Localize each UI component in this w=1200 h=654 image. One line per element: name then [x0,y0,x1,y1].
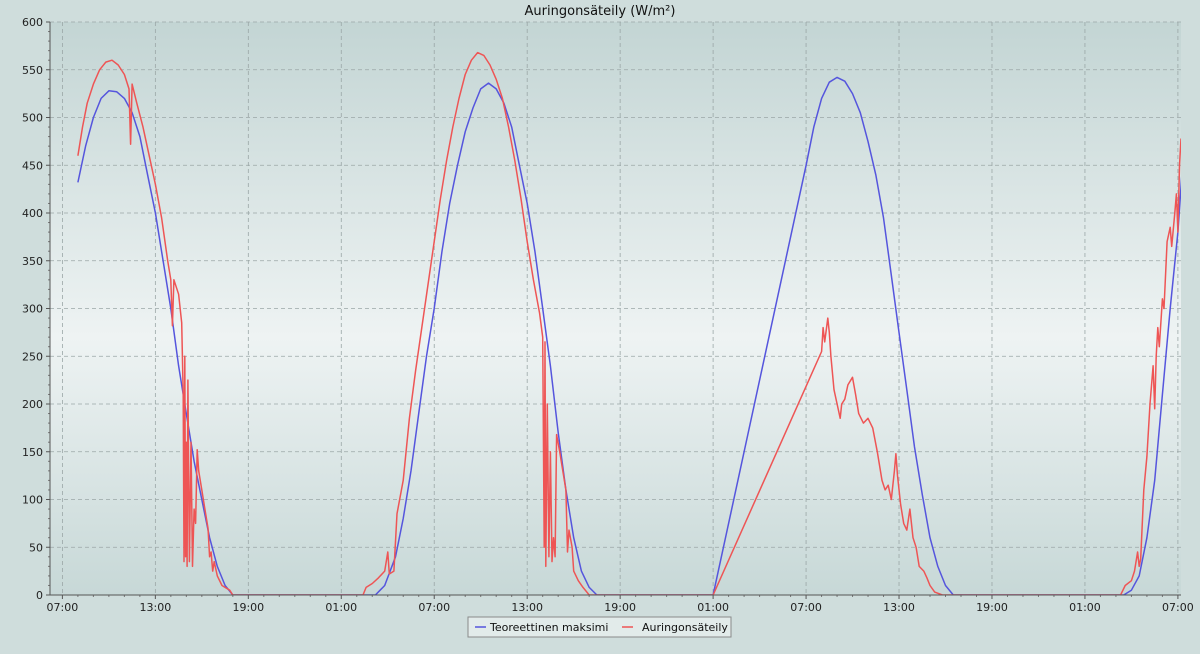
series-line-teoreettinen-maksimi [77,76,1181,595]
y-tick-label: 150 [22,446,43,459]
x-tick-label: 13:00 [883,601,915,614]
legend-label-teoreettinen-maksimi: Teoreettinen maksimi [489,621,608,634]
y-tick-label: 550 [22,64,43,77]
chart-title: Auringonsäteily (W/m²) [525,4,676,19]
x-tick-label: 01:00 [325,601,357,614]
x-tick-label: 01:00 [697,601,729,614]
y-tick-label: 0 [36,589,43,602]
x-tick-label: 07:00 [47,601,79,614]
x-tick-label: 13:00 [511,601,543,614]
x-axis: 07:00 13:00 19:00 01:00 07:00 13:00 19:00 01:00… [47,595,1194,614]
y-tick-label: 50 [29,541,43,554]
y-tick-label: 400 [22,207,43,220]
x-tick-label: 07:00 [418,601,450,614]
y-tick-label: 450 [22,159,43,172]
legend: Teoreettinen maksimi Auringonsäteily [467,616,732,638]
y-tick-label: 300 [22,303,43,316]
x-tick-label: 19:00 [604,601,636,614]
x-tick-label: 19:00 [976,601,1008,614]
y-tick-label: 250 [22,350,43,363]
plot-area [50,22,1181,595]
y-axis: 0 50 100 150 200 250 300 350 400 450 500 550 600 [22,16,50,602]
y-tick-label: 600 [22,16,43,29]
x-tick-label: 07:00 [790,601,822,614]
x-tick-label: 19:00 [232,601,264,614]
legend-box [467,616,732,638]
x-tick-label: 13:00 [140,601,172,614]
series-layer [77,51,1181,595]
y-tick-label: 500 [22,112,43,125]
y-tick-label: 100 [22,494,43,507]
x-tick-label: 07:00 [1162,601,1194,614]
x-tick-label: 01:00 [1069,601,1101,614]
grid [50,21,1181,595]
legend-label-auringonsateily: Auringonsäteily [642,621,728,634]
series-line-auringonsateily [77,51,1181,595]
y-tick-label: 350 [22,255,43,268]
y-tick-label: 200 [22,398,43,411]
